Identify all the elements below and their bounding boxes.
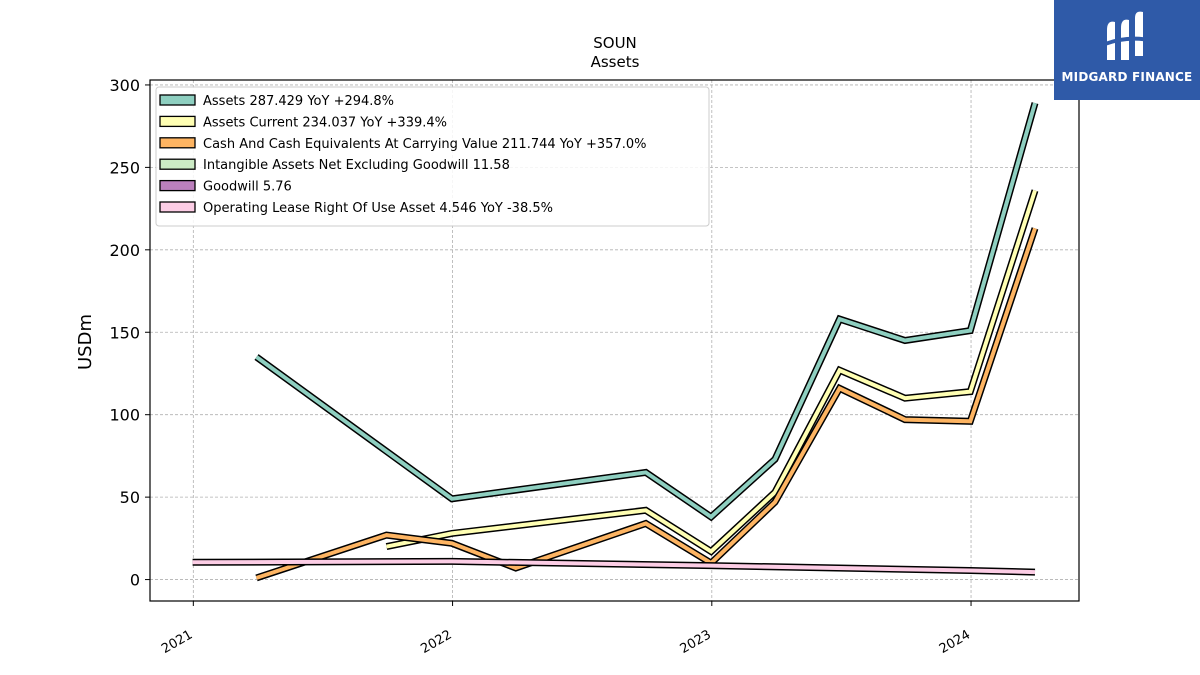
legend-entry: Goodwill 5.76 (203, 180, 292, 195)
brand-name: MIDGARD FINANCE (1061, 70, 1193, 84)
y-tick-label: 50 (120, 488, 140, 507)
x-tick-label: 2022 (418, 627, 454, 657)
brand-mark-icon (1105, 11, 1149, 60)
x-tick-label: 2024 (937, 627, 973, 657)
series-layer (192, 102, 1039, 582)
chart-title: SOUN (593, 34, 637, 52)
legend-entry: Assets 287.429 YoY +294.8% (203, 94, 394, 109)
series-line (192, 559, 1036, 575)
y-tick-label: 250 (109, 158, 140, 177)
chart-subtitle: Assets (591, 53, 640, 71)
plot-area-frame (149, 79, 1080, 602)
x-tick-label: 2021 (159, 627, 195, 657)
brand-logo: MIDGARD FINANCE (1054, 0, 1200, 100)
x-axis-ticks: 2021 2022 2023 2024 (159, 601, 973, 657)
y-axis-ticks: 0 50 100 150 200 250 300 (109, 76, 150, 590)
legend-swatch (159, 137, 196, 149)
x-tick-label: 2023 (678, 627, 714, 657)
series-line (255, 227, 1037, 580)
series-5 (192, 557, 1036, 576)
legend-entry: Operating Lease Right Of Use Asset 4.546… (203, 201, 553, 216)
series-0 (254, 102, 1039, 522)
series-2 (255, 227, 1039, 582)
legend-swatch (159, 179, 196, 192)
legend-swatch (159, 115, 196, 128)
legend: Assets 287.429 YoY +294.8% Assets Current… (155, 86, 710, 227)
legend-entry: Intangible Assets Net Excluding Goodwill… (203, 158, 510, 173)
y-tick-label: 100 (109, 406, 140, 425)
legend-swatch (159, 158, 196, 170)
series-1 (385, 189, 1039, 556)
y-tick-label: 300 (109, 76, 140, 95)
y-tick-label: 0 (130, 571, 140, 590)
legend-entry: Assets Current 234.037 YoY +339.4% (203, 115, 447, 130)
legend-swatch (159, 201, 196, 213)
series-line (255, 102, 1037, 520)
legend-swatch (159, 94, 196, 106)
series-line (386, 189, 1037, 555)
y-tick-label: 150 (109, 323, 140, 342)
legend-box (155, 86, 710, 227)
legend-entry: Cash And Cash Equivalents At Carrying Va… (203, 137, 646, 152)
y-tick-label: 200 (109, 241, 140, 260)
y-axis-label: USDm (75, 314, 96, 370)
